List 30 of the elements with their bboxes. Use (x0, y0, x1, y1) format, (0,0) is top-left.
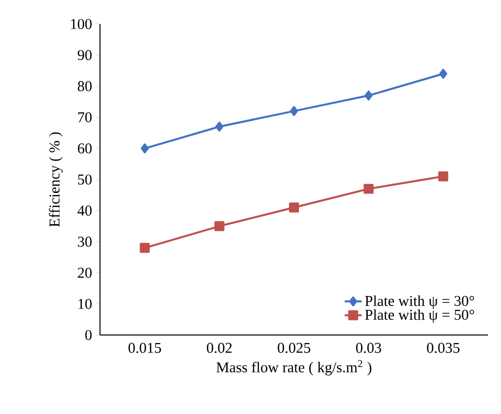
x-axis-title: Mass flow rate ( kg/s.m$^{2}$ ) (216, 360, 372, 376)
x-tick-label: 0.025 (278, 342, 310, 353)
x-tick-label: 0.035 (426, 342, 460, 353)
y-tick-label: 90 (78, 50, 92, 60)
point (290, 106, 298, 116)
y-tick-label: 0 (85, 330, 92, 340)
x-tick-label: 0.03 (356, 342, 382, 353)
point (140, 242, 150, 253)
y-tick-label: 40 (78, 206, 92, 216)
y-axis-title: Efficiency ( % ) (48, 132, 63, 227)
point (364, 90, 373, 101)
y-tick-label: 70 (78, 112, 92, 122)
y-tick-label: 60 (78, 143, 92, 154)
x-tick-label: 0.015 (128, 342, 161, 353)
point (215, 122, 224, 132)
point (438, 171, 448, 182)
y-tick-label: 50 (78, 174, 92, 185)
x-tick-label: 0.02 (206, 342, 232, 353)
legend-label: Plate with ψ = 50° (365, 309, 474, 323)
y-tick-label: 100 (71, 18, 92, 30)
point (439, 68, 448, 79)
point (140, 143, 149, 154)
y-tick-label: 10 (78, 298, 92, 309)
y-tick-label: 80 (78, 81, 92, 92)
point (214, 221, 224, 232)
point (289, 202, 299, 212)
point (364, 184, 374, 194)
y-tick-label: 30 (78, 236, 92, 247)
y-tick-label: 20 (78, 268, 92, 278)
legend-label: Plate with ψ = 30° (365, 295, 474, 310)
